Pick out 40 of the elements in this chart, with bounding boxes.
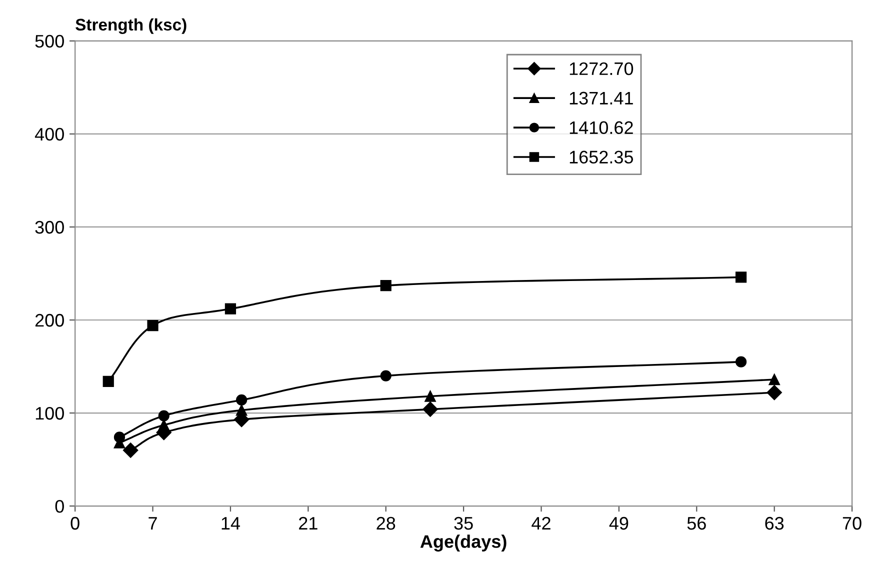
x-tick-label: 42 <box>532 516 550 530</box>
point <box>158 420 170 431</box>
point <box>158 410 170 422</box>
x-axis-title: Age(days) <box>420 534 506 552</box>
point <box>224 303 236 314</box>
legend-label: 1652.35 <box>570 150 634 164</box>
y-tick-label: 200 <box>35 314 64 327</box>
y-tick-label: 400 <box>34 128 64 141</box>
point <box>147 320 158 332</box>
legend-label: 1371.41 <box>570 92 633 105</box>
point <box>735 356 747 368</box>
point <box>114 432 126 443</box>
y-tick-label: 0 <box>55 500 64 513</box>
point <box>735 272 747 283</box>
x-tick-label: 21 <box>299 516 318 530</box>
legend-label: 1272.70 <box>570 62 634 76</box>
point <box>380 370 392 382</box>
x-tick-label: 0 <box>70 516 80 530</box>
x-tick-label: 14 <box>222 517 240 530</box>
point <box>424 390 436 402</box>
x-tick-label: 63 <box>765 516 784 530</box>
point <box>766 384 782 400</box>
y-tick-label: 300 <box>35 220 64 234</box>
x-tick-label: 28 <box>376 516 396 530</box>
point <box>236 394 248 406</box>
y-tick-label: 500 <box>35 34 64 48</box>
y-tick-label: 100 <box>36 406 64 420</box>
point <box>236 404 248 416</box>
point <box>768 374 780 386</box>
point <box>102 376 114 387</box>
point <box>123 442 138 458</box>
point <box>380 280 392 292</box>
x-tick-label: 70 <box>842 516 862 530</box>
legend-label: 1410.62 <box>570 121 633 134</box>
y-axis-title: Strength (ksc) <box>76 18 186 34</box>
x-tick-label: 49 <box>609 516 628 530</box>
x-tick-label: 7 <box>148 517 157 530</box>
point <box>422 402 438 417</box>
x-tick-label: 56 <box>687 516 706 530</box>
x-tick-label: 35 <box>454 516 473 530</box>
